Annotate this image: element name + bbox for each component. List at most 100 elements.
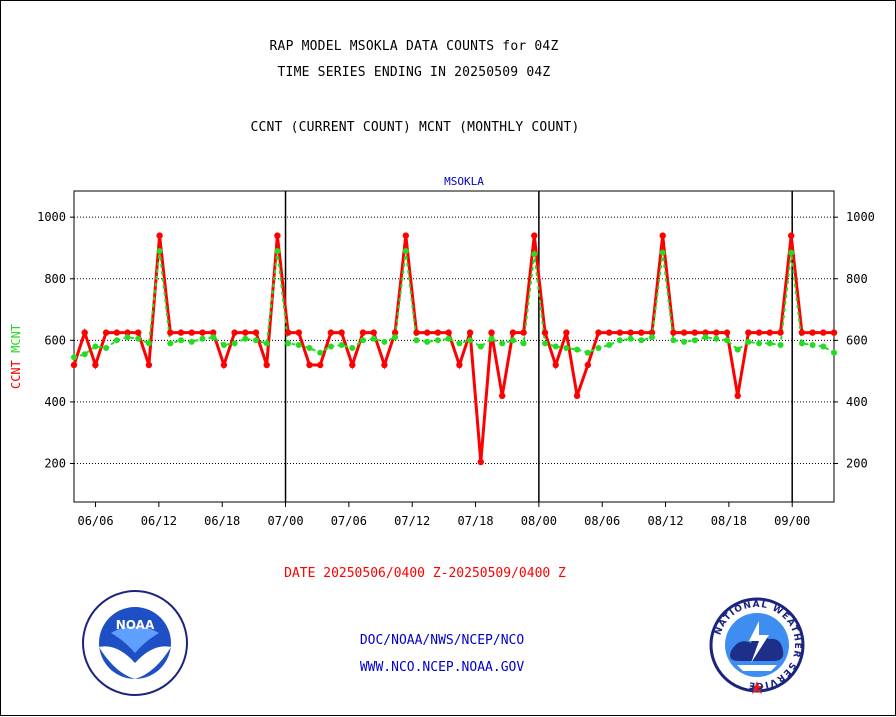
point-mcnt-16 bbox=[242, 335, 249, 342]
point-mcnt-24 bbox=[327, 343, 334, 350]
point-mcnt-26 bbox=[349, 345, 356, 351]
point-mcnt-50 bbox=[606, 342, 613, 348]
point-ccnt-7 bbox=[145, 361, 153, 369]
xtick-label-10: 08/18 bbox=[711, 514, 747, 528]
point-ccnt-70 bbox=[820, 329, 827, 336]
xtick-label-11: 09/00 bbox=[774, 514, 810, 528]
point-ccnt-61 bbox=[723, 329, 731, 336]
point-ccnt-48 bbox=[584, 361, 591, 369]
org-link[interactable]: DOC/NOAA/NWS/NCEP/NCO bbox=[359, 633, 525, 648]
point-ccnt-57 bbox=[680, 329, 688, 336]
point-ccnt-34 bbox=[434, 329, 442, 336]
point-mcnt-68 bbox=[798, 340, 805, 347]
point-mcnt-66 bbox=[777, 342, 784, 348]
point-ccnt-1 bbox=[81, 329, 88, 336]
point-mcnt-7 bbox=[145, 340, 152, 347]
point-ccnt-35 bbox=[445, 329, 452, 336]
point-mcnt-30 bbox=[392, 334, 399, 341]
point-mcnt-52 bbox=[627, 335, 634, 342]
point-ccnt-4 bbox=[113, 329, 121, 336]
point-mcnt-9 bbox=[167, 340, 174, 347]
point-mcnt-61 bbox=[724, 337, 730, 344]
point-ccnt-50 bbox=[606, 329, 613, 336]
point-mcnt-25 bbox=[338, 342, 345, 348]
point-ccnt-59 bbox=[702, 329, 709, 336]
noaa-logo-text: NOAA bbox=[116, 618, 155, 632]
point-mcnt-23 bbox=[317, 349, 324, 356]
date-range-label: DATE 20250506/0400 Z-20250509/0400 Z bbox=[284, 566, 566, 581]
point-ccnt-3 bbox=[102, 329, 110, 336]
point-mcnt-53 bbox=[638, 337, 645, 344]
point-mcnt-2 bbox=[92, 343, 99, 350]
xtick-label-5: 07/12 bbox=[394, 514, 430, 528]
xtick-label-4: 07/06 bbox=[331, 514, 367, 528]
point-ccnt-9 bbox=[167, 329, 174, 336]
point-ccnt-40 bbox=[499, 392, 506, 399]
point-ccnt-45 bbox=[552, 361, 559, 369]
website-link[interactable]: WWW.NCO.NCEP.NOAA.GOV bbox=[359, 660, 525, 675]
point-ccnt-54 bbox=[648, 329, 656, 336]
point-ccnt-47 bbox=[573, 392, 581, 399]
point-mcnt-42 bbox=[520, 340, 527, 347]
point-mcnt-45 bbox=[552, 343, 559, 350]
point-mcnt-65 bbox=[766, 340, 773, 347]
point-ccnt-29 bbox=[381, 361, 388, 369]
point-mcnt-20 bbox=[285, 340, 292, 347]
point-ccnt-21 bbox=[295, 329, 302, 336]
point-ccnt-62 bbox=[734, 392, 741, 399]
point-mcnt-31 bbox=[402, 248, 409, 254]
point-mcnt-39 bbox=[488, 335, 495, 342]
xtick-label-8: 08/06 bbox=[584, 514, 620, 528]
ytick-label-right-200: 200 bbox=[846, 457, 868, 471]
xtick-label-3: 07/00 bbox=[267, 514, 303, 528]
chart-title-line1: RAP MODEL MSOKLA DATA COUNTS for 04Z bbox=[269, 39, 559, 54]
point-ccnt-46 bbox=[563, 329, 570, 336]
point-mcnt-18 bbox=[263, 340, 270, 347]
point-mcnt-27 bbox=[360, 337, 366, 344]
point-mcnt-1 bbox=[81, 351, 88, 358]
point-mcnt-36 bbox=[456, 340, 463, 347]
point-ccnt-30 bbox=[391, 329, 399, 336]
point-ccnt-23 bbox=[317, 361, 324, 369]
xtick-label-9: 08/12 bbox=[647, 514, 683, 528]
point-ccnt-56 bbox=[670, 329, 677, 336]
point-mcnt-28 bbox=[370, 335, 377, 342]
point-ccnt-11 bbox=[188, 329, 195, 336]
point-mcnt-33 bbox=[424, 338, 431, 345]
point-mcnt-14 bbox=[220, 342, 227, 348]
point-ccnt-41 bbox=[509, 329, 517, 336]
point-mcnt-8 bbox=[156, 248, 163, 254]
point-ccnt-38 bbox=[477, 458, 484, 466]
point-ccnt-37 bbox=[466, 329, 474, 336]
point-mcnt-12 bbox=[199, 335, 206, 342]
point-ccnt-53 bbox=[638, 329, 645, 336]
point-mcnt-13 bbox=[210, 334, 217, 341]
point-mcnt-55 bbox=[659, 249, 666, 256]
point-ccnt-44 bbox=[541, 329, 549, 336]
y-axis-label-mcnt: MCNT bbox=[9, 324, 23, 360]
point-mcnt-63 bbox=[745, 338, 752, 345]
point-mcnt-35 bbox=[445, 335, 452, 342]
point-mcnt-58 bbox=[691, 337, 698, 344]
xtick-label-0: 06/06 bbox=[77, 514, 113, 528]
point-mcnt-37 bbox=[467, 337, 474, 344]
ytick-label-right-400: 400 bbox=[846, 395, 868, 409]
point-mcnt-47 bbox=[574, 346, 581, 353]
point-mcnt-69 bbox=[809, 342, 816, 348]
point-ccnt-19 bbox=[274, 232, 281, 239]
point-ccnt-14 bbox=[220, 361, 228, 369]
point-mcnt-48 bbox=[584, 349, 591, 356]
noaa-logo-icon: NOAA bbox=[82, 590, 188, 696]
point-ccnt-28 bbox=[370, 329, 377, 336]
point-mcnt-32 bbox=[413, 337, 420, 344]
point-mcnt-40 bbox=[499, 340, 506, 347]
point-ccnt-36 bbox=[456, 361, 463, 369]
point-mcnt-70 bbox=[820, 343, 827, 350]
nws-logo-icon: NATIONAL WEATHER SERVICE bbox=[709, 597, 805, 694]
xtick-label-7: 08/00 bbox=[521, 514, 557, 528]
point-mcnt-64 bbox=[756, 340, 763, 347]
point-mcnt-44 bbox=[542, 340, 548, 347]
point-ccnt-68 bbox=[798, 329, 806, 336]
point-mcnt-60 bbox=[713, 335, 720, 342]
